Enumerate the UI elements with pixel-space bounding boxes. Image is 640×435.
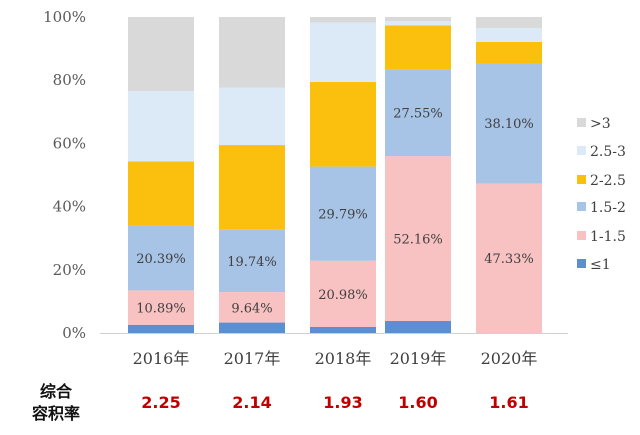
data-label: 10.89% — [136, 302, 186, 317]
x-category-label: 2018年 — [315, 349, 372, 368]
legend-swatch — [577, 202, 586, 211]
bar-segment — [219, 17, 285, 88]
bar-segment — [128, 324, 194, 333]
bar-segment — [385, 21, 451, 26]
bar-segment — [385, 69, 451, 157]
legend-label: 1.5-2 — [590, 200, 626, 216]
data-label: 27.55% — [393, 107, 443, 122]
bar-segment — [219, 87, 285, 146]
legend-label: 1-1.5 — [590, 229, 626, 245]
y-tick-label: 40% — [53, 198, 86, 216]
data-label: 9.64% — [231, 301, 272, 316]
bar-segment — [128, 17, 194, 92]
y-tick-label: 60% — [53, 134, 86, 152]
bar-segment — [385, 320, 451, 333]
bar-segment — [128, 290, 194, 325]
legend-swatch — [577, 259, 586, 268]
bar-segment — [476, 183, 542, 333]
footer-title-line2: 容积率 — [31, 404, 80, 423]
bar-segment — [128, 225, 194, 291]
bar-segment — [385, 156, 451, 321]
legend-label: 2.5-3 — [590, 144, 626, 160]
floor-area-ratio-value: 1.60 — [398, 393, 437, 412]
floor-area-ratio-value: 1.93 — [323, 393, 362, 412]
bar-segment — [385, 25, 451, 70]
bar-segment — [476, 27, 542, 42]
data-label: 19.74% — [227, 255, 277, 270]
data-label: 29.79% — [318, 208, 368, 223]
legend-label: >3 — [590, 116, 611, 132]
bar-segment — [385, 17, 451, 22]
floor-area-ratio-value: 2.25 — [141, 393, 180, 412]
bar-segment — [219, 145, 285, 230]
data-label: 47.33% — [484, 252, 534, 267]
bar-segment — [219, 229, 285, 293]
x-category-label: 2020年 — [481, 349, 538, 368]
y-tick-label: 20% — [53, 261, 86, 279]
data-label: 52.16% — [393, 233, 443, 248]
data-label: 20.98% — [318, 288, 368, 303]
data-label: 20.39% — [136, 252, 186, 267]
bar-segment — [128, 161, 194, 226]
footer-title-line1: 综合 — [40, 382, 73, 401]
bar-segment — [310, 260, 376, 327]
legend-label: ≤1 — [590, 257, 611, 273]
x-category-label: 2019年 — [390, 349, 447, 368]
bar-segment — [476, 63, 542, 184]
floor-area-ratio-value: 1.61 — [489, 393, 528, 412]
legend-swatch — [577, 175, 586, 184]
legend-swatch — [577, 118, 586, 127]
bar-segment — [310, 17, 376, 23]
y-tick-label: 80% — [53, 71, 86, 89]
bar-segment — [476, 41, 542, 64]
x-category-label: 2017年 — [224, 349, 281, 368]
bar-segment — [310, 326, 376, 333]
bar-segment — [219, 292, 285, 323]
legend-swatch — [577, 146, 586, 155]
bar-segment — [310, 166, 376, 261]
bar-segment — [128, 91, 194, 162]
x-category-label: 2016年 — [133, 349, 190, 368]
floor-area-ratio-value: 2.14 — [232, 393, 271, 412]
bar-segment — [310, 81, 376, 167]
y-tick-label: 0% — [62, 324, 86, 342]
bar-segment — [219, 322, 285, 333]
bar-segment — [476, 17, 542, 28]
y-tick-label: 100% — [43, 8, 86, 26]
legend-swatch — [577, 231, 586, 240]
data-label: 38.10% — [484, 117, 534, 132]
legend-label: 2-2.5 — [590, 173, 626, 189]
bar-segment — [310, 22, 376, 82]
